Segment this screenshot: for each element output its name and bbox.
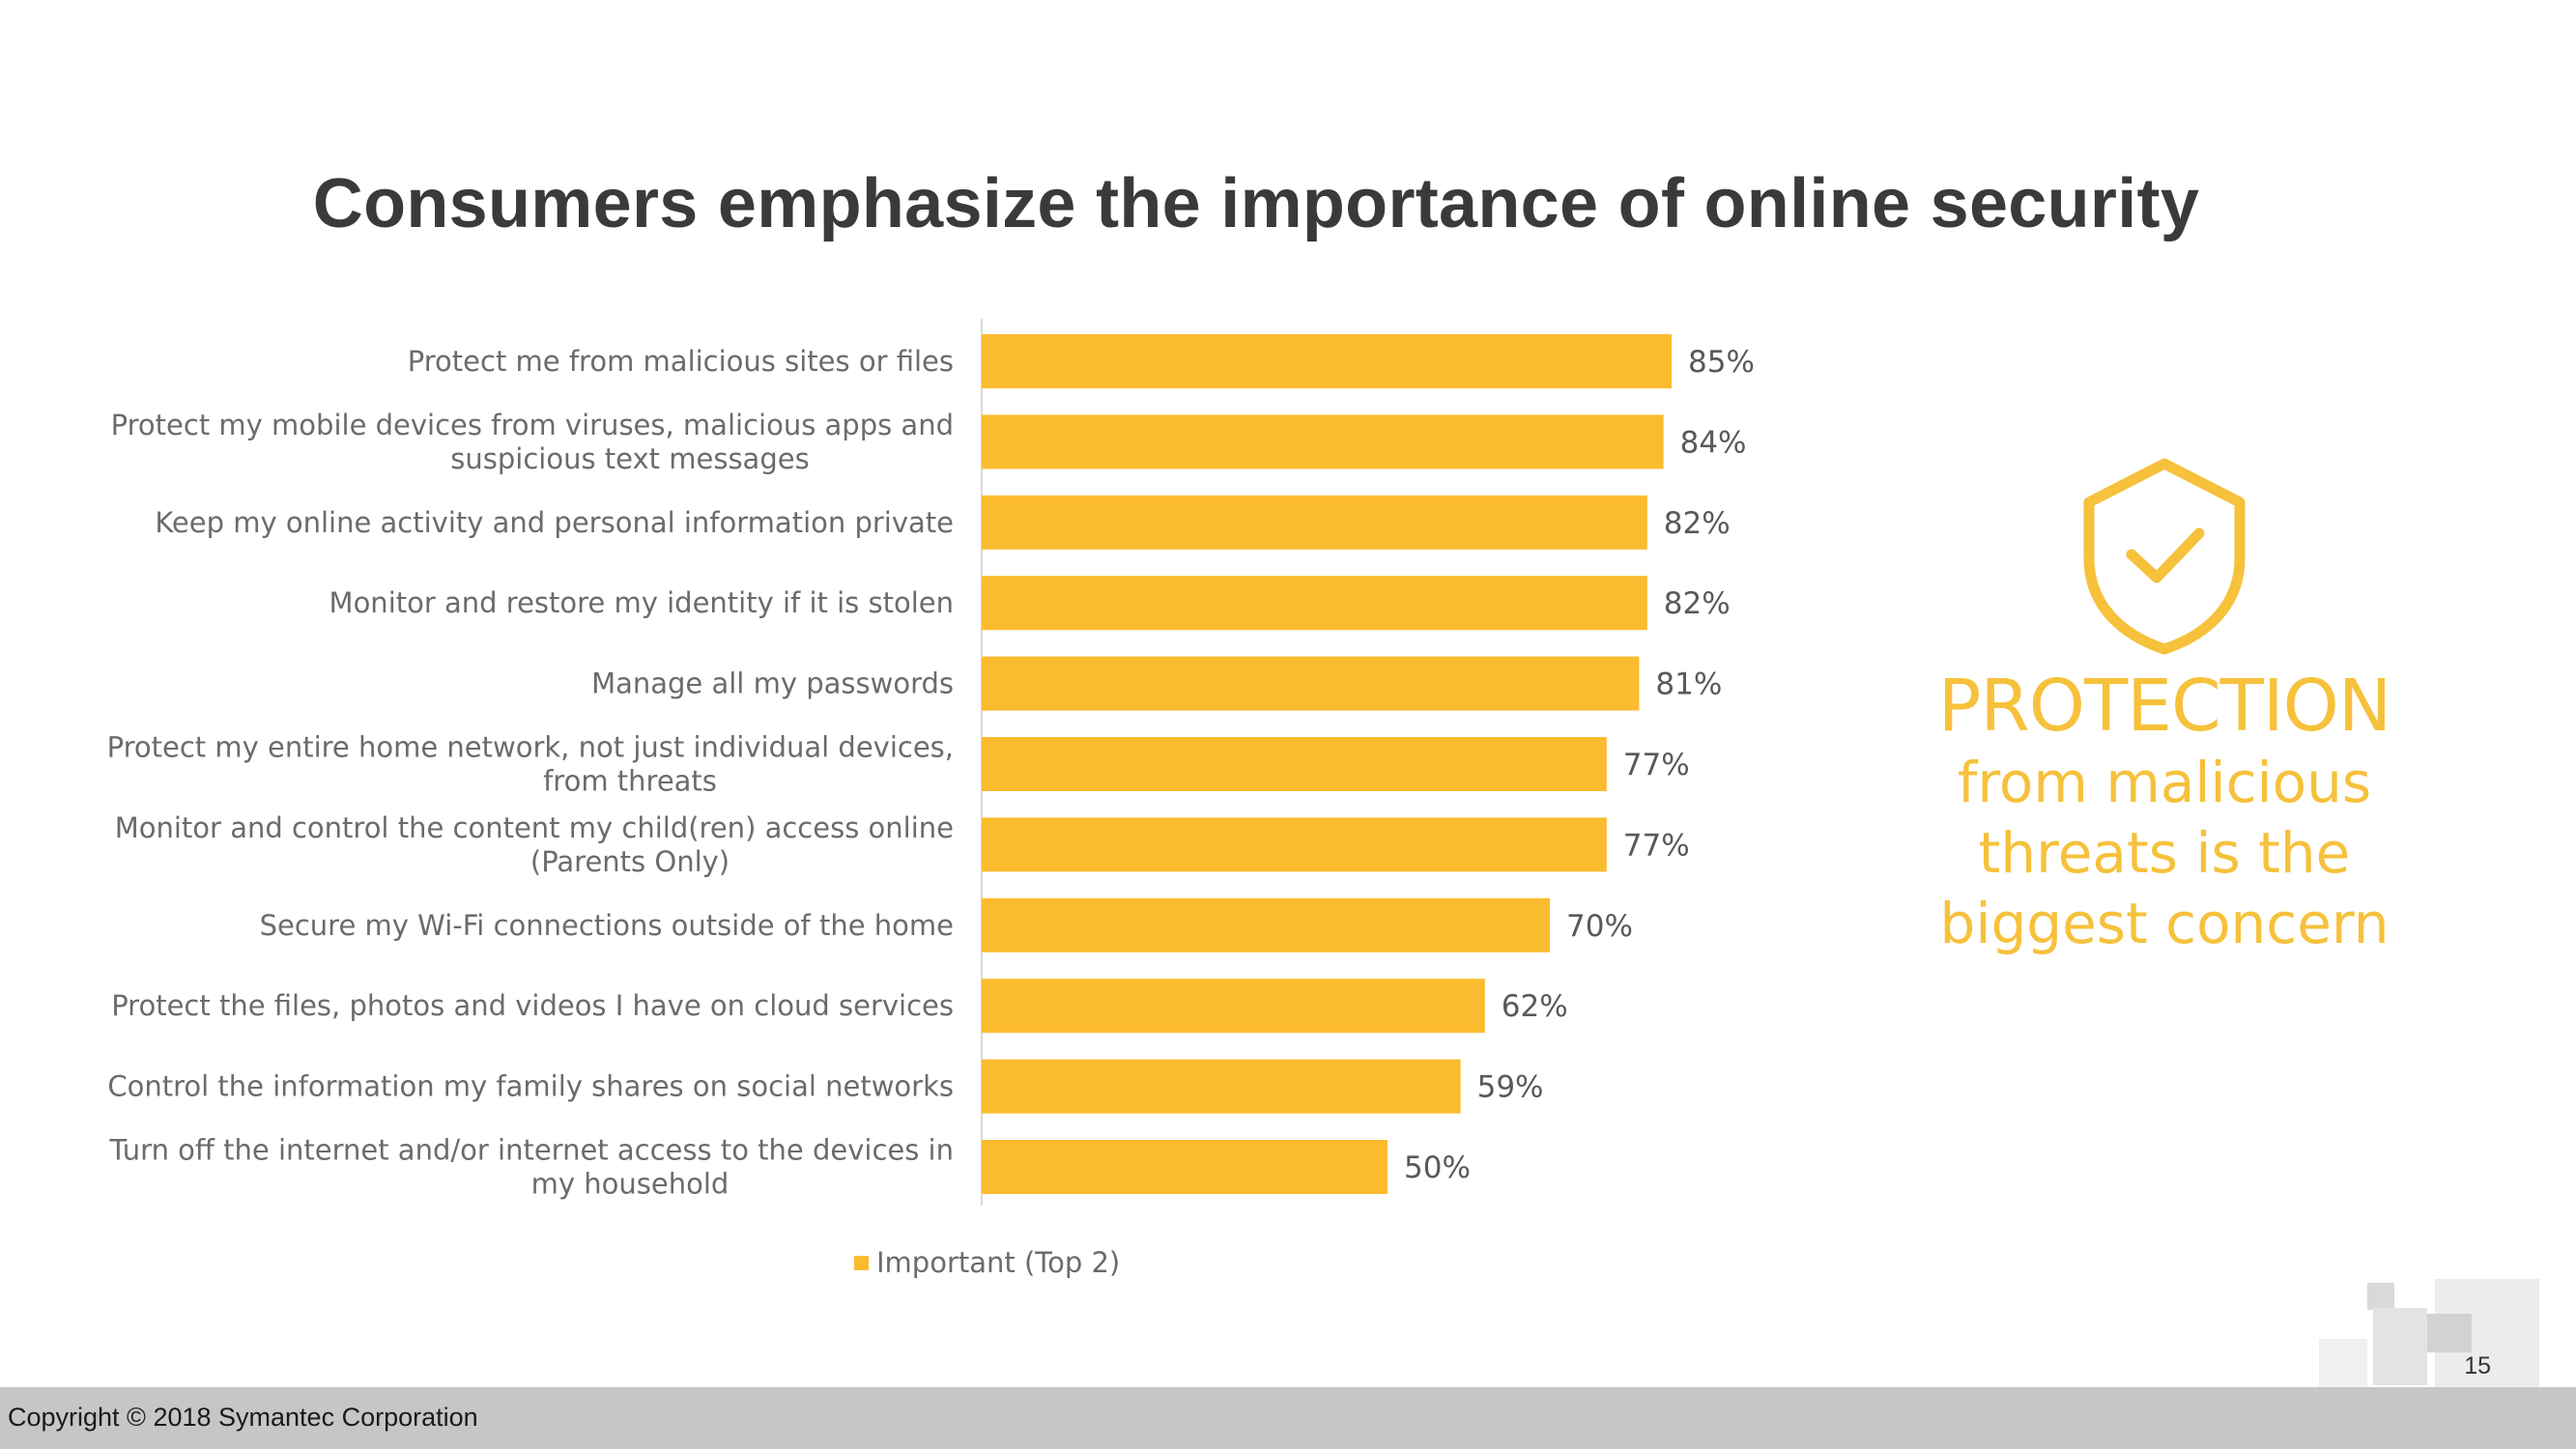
deco-square xyxy=(2373,1308,2427,1385)
bar xyxy=(982,1059,1461,1114)
category-label: Protect the files, photos and videos I h… xyxy=(111,989,954,1022)
callout-line: biggest concern xyxy=(1939,891,2390,956)
copyright-text: Copyright © 2018 Symantec Corporation xyxy=(8,1403,478,1432)
bar-value-label: 77% xyxy=(1623,748,1690,782)
category-label: suspicious text messages xyxy=(450,442,809,475)
category-label: Keep my online activity and personal inf… xyxy=(155,506,954,539)
bar-value-label: 82% xyxy=(1664,586,1731,621)
callout-body: from malicious threats is the biggest co… xyxy=(1923,748,2406,959)
category-label: Protect my mobile devices from viruses, … xyxy=(111,409,954,441)
bar xyxy=(982,817,1607,872)
bars-group: 85% Protect me from malicious sites or fi… xyxy=(107,334,1755,1201)
bar-value-label: 59% xyxy=(1477,1070,1544,1105)
category-label: Monitor and restore my identity if it is… xyxy=(329,586,954,619)
category-label: Turn off the internet and/or internet ac… xyxy=(108,1134,954,1167)
bar-value-label: 50% xyxy=(1404,1151,1471,1185)
bar xyxy=(982,656,1640,711)
deco-square xyxy=(2427,1314,2472,1352)
decorative-squares xyxy=(2319,1275,2551,1387)
bar-value-label: 70% xyxy=(1566,909,1633,944)
bar-chart: 85% Protect me from malicious sites or fi… xyxy=(107,319,1755,1206)
bar xyxy=(982,979,1485,1034)
deco-square xyxy=(2319,1339,2367,1387)
bar xyxy=(982,576,1647,631)
bar-value-label: 84% xyxy=(1680,425,1747,460)
callout-line: threats is the xyxy=(1978,820,2351,886)
bar-value-label: 82% xyxy=(1664,506,1731,541)
bar-value-label: 77% xyxy=(1623,828,1690,863)
bar xyxy=(982,897,1550,952)
bar-value-label: 85% xyxy=(1688,345,1755,380)
callout-headline: PROTECTION xyxy=(1937,665,2392,748)
legend-swatch xyxy=(854,1255,869,1270)
protection-callout: PROTECTION from malicious threats is the… xyxy=(1923,454,2406,959)
chart-legend: Important (Top 2) xyxy=(854,1246,1120,1279)
category-label: Secure my Wi-Fi connections outside of t… xyxy=(260,909,954,942)
bar xyxy=(982,1140,1388,1194)
category-label: (Parents Only) xyxy=(530,845,730,878)
bar xyxy=(982,334,1672,388)
category-label: Manage all my passwords xyxy=(591,668,954,700)
category-label: Monitor and control the content my child… xyxy=(115,811,954,844)
category-label: Control the information my family shares… xyxy=(107,1070,954,1103)
footer-bar: Copyright © 2018 Symantec Corporation xyxy=(0,1387,2576,1449)
bar-value-label: 62% xyxy=(1502,989,1568,1024)
category-label: my household xyxy=(531,1168,730,1201)
category-label: Protect my entire home network, not just… xyxy=(107,731,954,764)
page-number: 15 xyxy=(2464,1352,2491,1379)
callout-line: from malicious xyxy=(1957,750,2372,815)
bar xyxy=(982,414,1664,469)
shield-check-icon xyxy=(2083,458,2246,655)
category-label: from threats xyxy=(543,765,717,798)
bar-value-label: 81% xyxy=(1655,668,1722,702)
bar xyxy=(982,737,1607,791)
bar xyxy=(982,495,1647,550)
slide-title: Consumers emphasize the importance of on… xyxy=(312,165,2200,242)
legend-label: Important (Top 2) xyxy=(876,1246,1121,1279)
deco-square xyxy=(2367,1283,2394,1310)
category-label: Protect me from malicious sites or files xyxy=(408,345,954,378)
